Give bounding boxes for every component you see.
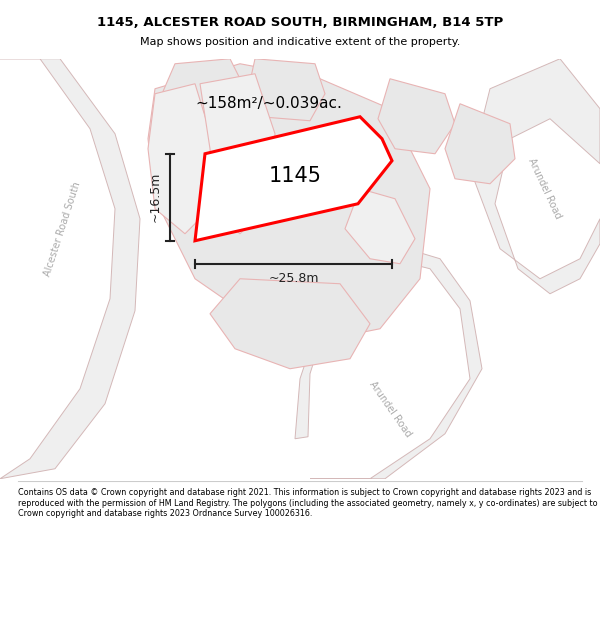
Polygon shape	[248, 59, 325, 121]
Text: Contains OS data © Crown copyright and database right 2021. This information is : Contains OS data © Crown copyright and d…	[18, 489, 598, 518]
Polygon shape	[195, 117, 392, 241]
Polygon shape	[162, 59, 245, 119]
Polygon shape	[470, 59, 600, 294]
Polygon shape	[210, 279, 370, 369]
Polygon shape	[200, 74, 275, 234]
Polygon shape	[148, 84, 215, 234]
Polygon shape	[345, 189, 415, 264]
Text: 1145: 1145	[269, 166, 322, 186]
Text: Arundel Road: Arundel Road	[367, 379, 413, 439]
Text: Alcester Road South: Alcester Road South	[42, 180, 82, 278]
Polygon shape	[378, 79, 455, 154]
Text: Map shows position and indicative extent of the property.: Map shows position and indicative extent…	[140, 36, 460, 47]
Text: 1145, ALCESTER ROAD SOUTH, BIRMINGHAM, B14 5TP: 1145, ALCESTER ROAD SOUTH, BIRMINGHAM, B…	[97, 16, 503, 29]
Text: ~158m²/~0.039ac.: ~158m²/~0.039ac.	[195, 96, 342, 111]
Text: Arundel Road: Arundel Road	[527, 157, 563, 221]
Polygon shape	[148, 64, 430, 339]
Text: ~16.5m: ~16.5m	[149, 172, 162, 222]
Text: ~25.8m: ~25.8m	[268, 272, 319, 285]
Polygon shape	[445, 104, 515, 184]
Polygon shape	[295, 247, 482, 479]
Polygon shape	[0, 59, 140, 479]
